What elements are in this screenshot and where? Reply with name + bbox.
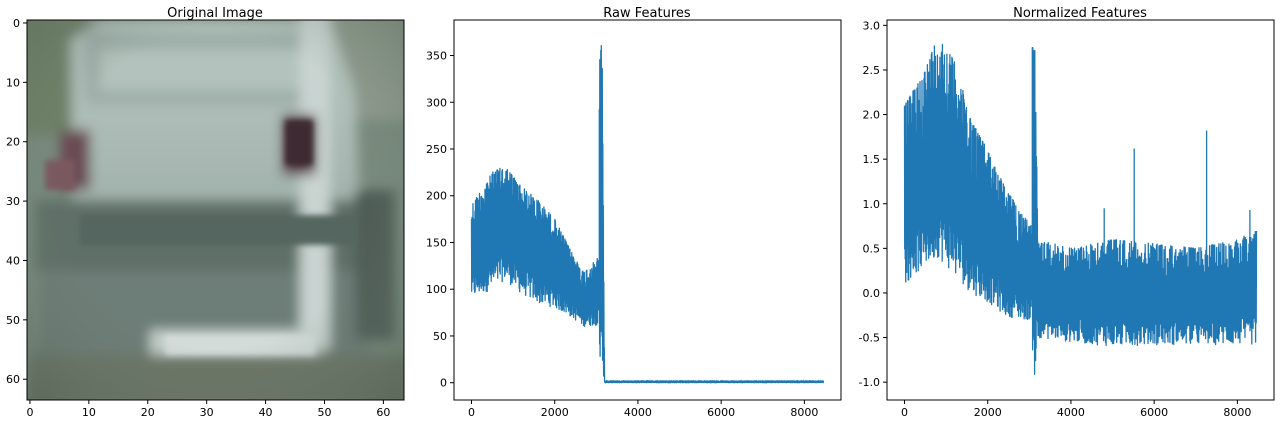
y-tick-label: 0.0 <box>863 287 881 300</box>
y-tick-label: 40 <box>6 254 20 267</box>
y-tick-label: 0 <box>440 377 447 390</box>
x-tick-label: 0 <box>901 406 908 419</box>
y-tick-label: 50 <box>6 314 20 327</box>
y-tick-label: 0 <box>13 17 20 30</box>
y-tick-label: 10 <box>6 76 20 89</box>
y-tick-label: -0.5 <box>859 332 880 345</box>
x-tick-label: 4000 <box>1057 406 1085 419</box>
y-tick-label: 3.0 <box>863 19 881 32</box>
y-tick-label: 300 <box>426 96 447 109</box>
panel-title-original: Original Image <box>167 6 263 21</box>
y-tick-label: -1.0 <box>859 376 880 389</box>
x-tick-label: 8000 <box>790 406 818 419</box>
y-tick-label: 2.5 <box>863 64 881 77</box>
x-tick-label: 20 <box>141 406 155 419</box>
panel-title-normalized: Normalized Features <box>1013 6 1147 21</box>
panel-original-image: Original Image <box>6 6 405 419</box>
y-tick-label: 1.0 <box>863 198 881 211</box>
x-tick-label: 50 <box>317 406 331 419</box>
x-tick-label: 0 <box>26 406 33 419</box>
x-tick-label: 60 <box>376 406 390 419</box>
x-tick-label: 0 <box>468 406 475 419</box>
y-tick-label: 0.5 <box>863 242 881 255</box>
x-tick-label: 6000 <box>707 406 735 419</box>
y-tick-label: 50 <box>433 330 447 343</box>
series-line <box>470 44 825 384</box>
y-tick-label: 30 <box>6 195 20 208</box>
panel-title-raw: Raw Features <box>603 6 691 21</box>
x-tick-label: 6000 <box>1140 406 1168 419</box>
y-tick-label: 100 <box>426 283 447 296</box>
y-tick-label: 150 <box>426 236 447 249</box>
y-tick-label: 60 <box>6 373 20 386</box>
x-tick-label: 2000 <box>541 406 569 419</box>
y-tick-label: 350 <box>426 50 447 63</box>
panel-normalized-features: Normalized Features 0 2000 4000 6000 8000 -1… <box>859 6 1275 419</box>
x-tick-label: 8000 <box>1223 406 1251 419</box>
x-tick-label: 30 <box>200 406 214 419</box>
x-tick-label: 4000 <box>624 406 652 419</box>
y-tick-label: 1.5 <box>863 153 881 166</box>
y-tick-label: 250 <box>426 143 447 156</box>
y-tick-label: 20 <box>6 136 20 149</box>
panel-raw-features: Raw Features 0 2000 4000 6000 8000 0 50 100 150… <box>426 6 842 419</box>
car-image <box>27 20 404 400</box>
x-tick-label: 10 <box>82 406 96 419</box>
y-tick-label: 200 <box>426 190 447 203</box>
y-tick-label: 2.0 <box>863 109 881 122</box>
series-line <box>903 43 1258 375</box>
x-tick-label: 2000 <box>974 406 1002 419</box>
x-tick-label: 40 <box>259 406 273 419</box>
